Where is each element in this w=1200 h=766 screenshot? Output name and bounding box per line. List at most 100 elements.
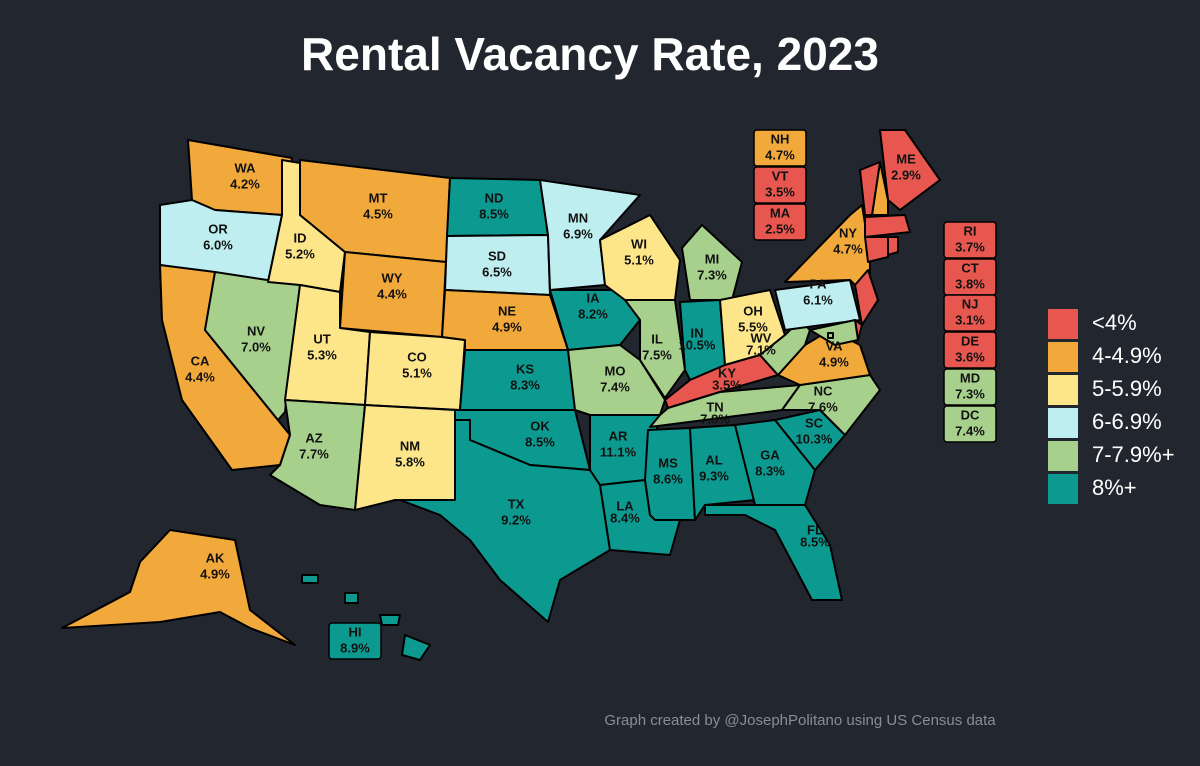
state-value: 5.8%	[395, 454, 425, 469]
state-value: 7.1%	[746, 342, 776, 357]
state-abbr: NV	[247, 323, 265, 338]
state-value: 4.5%	[363, 206, 393, 221]
state-value: 7.3%	[697, 267, 727, 282]
state-value: 2.5%	[765, 221, 795, 236]
state-value: 7.0%	[241, 339, 271, 354]
state-abbr: WA	[235, 160, 257, 175]
state-abbr: NE	[498, 303, 516, 318]
state-abbr: NM	[400, 438, 420, 453]
state-shape	[681, 224, 743, 301]
state-abbr: TN	[706, 399, 723, 414]
state-shape	[859, 161, 881, 216]
state-abbr: AZ	[305, 430, 322, 445]
state-shape	[854, 269, 879, 326]
state-value: 5.5%	[738, 319, 768, 334]
state-abbr: MD	[960, 370, 980, 385]
state-value: 7.7%	[299, 446, 329, 461]
state-value: 9.2%	[501, 512, 531, 527]
state-abbr: ND	[485, 190, 504, 205]
state-value: 8.9%	[340, 640, 370, 655]
state-label-box	[753, 203, 807, 241]
legend-label: 6-6.9%	[1092, 409, 1162, 434]
state-abbr: IA	[587, 290, 601, 305]
state-value: 3.1%	[955, 312, 985, 327]
state-abbr: AR	[609, 428, 628, 443]
state-shape	[864, 236, 889, 263]
state-shape	[689, 424, 756, 521]
state-abbr: IL	[651, 331, 663, 346]
state-value: 7.6%	[808, 399, 838, 414]
state-value: 3.7%	[955, 239, 985, 254]
state-abbr: GA	[760, 447, 780, 462]
state-value: 3.8%	[955, 276, 985, 291]
state-shape	[61, 529, 296, 646]
state-abbr: RI	[964, 223, 977, 238]
state-label-box	[753, 129, 807, 167]
state-abbr: KS	[516, 361, 534, 376]
state-value: 8.6%	[653, 471, 683, 486]
state-abbr: OK	[530, 418, 550, 433]
state-value: 7.4%	[600, 379, 630, 394]
state-value: 8.5%	[525, 434, 555, 449]
credit: Graph created by @JosephPolitano using U…	[604, 712, 996, 729]
state-abbr: ID	[294, 230, 307, 245]
state-abbr: NC	[814, 383, 833, 398]
state-abbr: CT	[961, 260, 978, 275]
state-value: 4.7%	[833, 241, 863, 256]
state-value: 3.5%	[765, 184, 795, 199]
state-shape	[827, 332, 834, 339]
state-value: 6.5%	[482, 264, 512, 279]
state-abbr: IN	[691, 325, 704, 340]
state-shape	[809, 319, 859, 346]
state-abbr: SC	[805, 415, 824, 430]
state-abbr: SD	[488, 248, 506, 263]
state-value: 5.2%	[285, 246, 315, 261]
state-abbr: WI	[631, 236, 647, 251]
legend-swatch	[1048, 342, 1078, 372]
state-shape	[399, 419, 611, 623]
state-shape	[864, 214, 911, 238]
state-value: 7.5%	[642, 347, 672, 362]
legend-label: <4%	[1092, 310, 1137, 335]
state-abbr: CA	[191, 353, 210, 368]
state-value: 6.9%	[563, 226, 593, 241]
state-value: 4.9%	[200, 566, 230, 581]
state-abbr: CO	[407, 349, 427, 364]
state-label-box	[753, 166, 807, 204]
legend-label: 7-7.9%+	[1092, 442, 1175, 467]
state-abbr: DC	[961, 407, 980, 422]
state-value: 4.4%	[185, 369, 215, 384]
state-abbr: NJ	[962, 296, 979, 311]
state-value: 3.5%	[712, 377, 742, 392]
state-value: 4.7%	[765, 147, 795, 162]
state-value: 5.1%	[402, 365, 432, 380]
state-abbr: OR	[208, 221, 228, 236]
state-abbr: VA	[825, 338, 843, 353]
state-abbr: KY	[718, 365, 736, 380]
state-abbr: NY	[839, 225, 857, 240]
state-value: 10.5%	[679, 337, 716, 352]
legend: <4% 4-4.9% 5-5.9% 6-6.9% 7-7.9%+ 8%+	[1048, 309, 1175, 504]
state-value: 8.3%	[510, 377, 540, 392]
state-value: 5.1%	[624, 252, 654, 267]
state-shape	[734, 419, 816, 506]
state-label-box	[943, 368, 997, 406]
state-shape	[879, 129, 941, 211]
state-value: 5.3%	[307, 347, 337, 362]
legend-label: 5-5.9%	[1092, 376, 1162, 401]
state-shape	[301, 574, 319, 584]
state-value: 8.3%	[755, 463, 785, 478]
state-abbr: ME	[896, 151, 916, 166]
legend-swatch	[1048, 408, 1078, 438]
states	[61, 129, 941, 661]
state-value: 7.3%	[955, 386, 985, 401]
state-shape	[379, 614, 401, 626]
legend-label: 4-4.9%	[1092, 343, 1162, 368]
state-abbr: MS	[658, 455, 678, 470]
state-abbr: HI	[349, 624, 362, 639]
state-abbr: MT	[369, 190, 388, 205]
state-abbr: PA	[809, 276, 827, 291]
state-value: 6.0%	[203, 237, 233, 252]
state-value: 6.1%	[803, 292, 833, 307]
